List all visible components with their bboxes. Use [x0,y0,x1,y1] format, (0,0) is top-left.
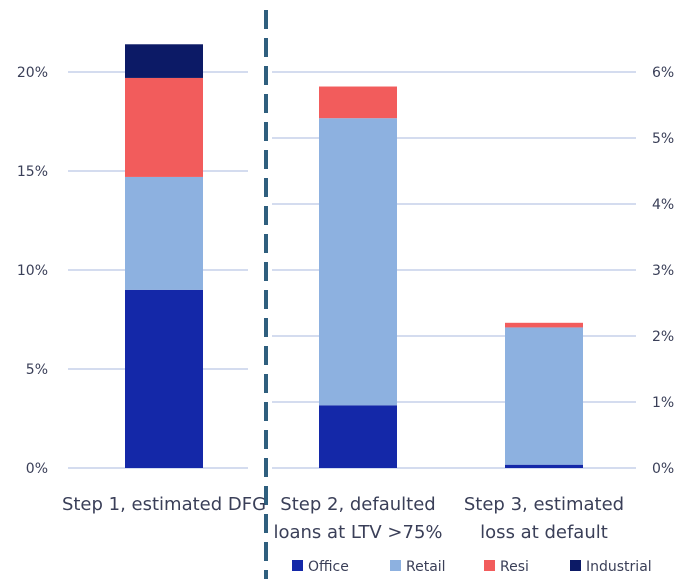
bar-industrial-1 [125,44,203,78]
right-tick-label: 4% [652,197,674,213]
bar-office-1 [125,289,203,468]
left-tick-label: 20% [17,65,48,81]
legend-swatch-retail [390,560,401,571]
legend-label-industrial: Industrial [586,559,652,575]
category-label: Step 2, defaulted [280,494,435,515]
right-tick-label: 5% [652,131,674,147]
legend-label-office: Office [308,559,349,575]
right-tick-label: 6% [652,65,674,81]
bar-retail-1 [125,176,203,290]
category-label: Step 1, estimated DFG [62,494,266,515]
left-tick-label: 10% [17,263,48,279]
right-tick-label: 2% [652,329,674,345]
bar-retail-3 [505,327,583,465]
legend-swatch-resi [484,560,495,571]
bar-office-2 [319,405,397,468]
legend-swatch-office [292,560,303,571]
left-tick-label: 15% [17,164,48,180]
category-label: loss at default [480,522,608,543]
bar-resi-2 [319,86,397,119]
bar-resi-3 [505,322,583,328]
bar-resi-1 [125,77,203,177]
bar-office-3 [505,464,583,468]
legend-label-retail: Retail [406,559,446,575]
legend-label-resi: Resi [500,559,529,575]
left-tick-label: 0% [26,461,48,477]
right-tick-label: 1% [652,395,674,411]
legend-swatch-industrial [570,560,581,571]
left-tick-label: 5% [26,362,48,378]
right-tick-label: 0% [652,461,674,477]
bar-retail-2 [319,118,397,406]
category-label: loans at LTV >75% [273,522,442,543]
right-tick-label: 3% [652,263,674,279]
category-label: Step 3, estimated [464,494,624,515]
